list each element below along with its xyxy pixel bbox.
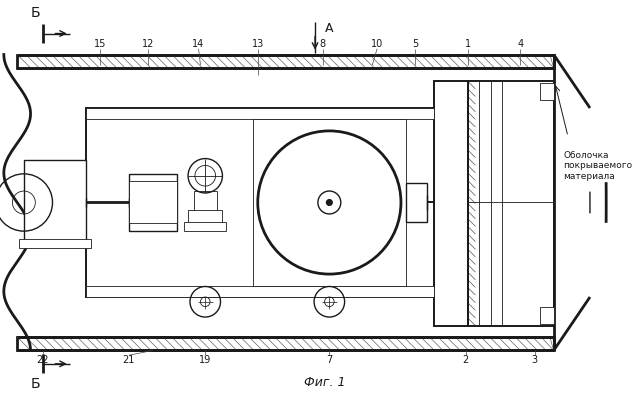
- Bar: [19, 239, 91, 248]
- Bar: [468, 81, 554, 326]
- Bar: [17, 337, 554, 350]
- Text: 21: 21: [123, 355, 135, 365]
- Circle shape: [326, 200, 332, 205]
- Text: 1: 1: [465, 39, 471, 49]
- Bar: [86, 108, 435, 119]
- Bar: [188, 210, 223, 223]
- Text: 10: 10: [371, 39, 383, 49]
- Bar: [129, 182, 177, 223]
- Text: 3: 3: [532, 355, 538, 365]
- Bar: [86, 286, 435, 297]
- Bar: [540, 306, 554, 324]
- Bar: [86, 108, 435, 297]
- Bar: [194, 191, 217, 212]
- Text: 19: 19: [199, 355, 211, 365]
- Bar: [129, 174, 177, 231]
- Text: 14: 14: [193, 39, 205, 49]
- Bar: [184, 221, 227, 231]
- Text: Б: Б: [31, 377, 40, 391]
- Bar: [17, 55, 554, 68]
- Bar: [253, 119, 406, 286]
- Text: 15: 15: [94, 39, 106, 49]
- Bar: [406, 184, 427, 221]
- Bar: [540, 83, 554, 100]
- Bar: [435, 81, 468, 326]
- Text: Фиг. 1: Фиг. 1: [304, 376, 346, 389]
- Bar: [24, 160, 86, 247]
- Text: 22: 22: [36, 355, 49, 365]
- Text: 13: 13: [252, 39, 264, 49]
- Text: A: A: [324, 22, 333, 35]
- Text: 12: 12: [142, 39, 154, 49]
- Text: Оболочка
покрываемого
материала: Оболочка покрываемого материала: [563, 151, 632, 181]
- Text: Б: Б: [31, 6, 40, 20]
- Text: 8: 8: [319, 39, 326, 49]
- Text: 4: 4: [517, 39, 524, 49]
- Text: 2: 2: [463, 355, 469, 365]
- Text: 7: 7: [326, 355, 332, 365]
- Text: 5: 5: [412, 39, 419, 49]
